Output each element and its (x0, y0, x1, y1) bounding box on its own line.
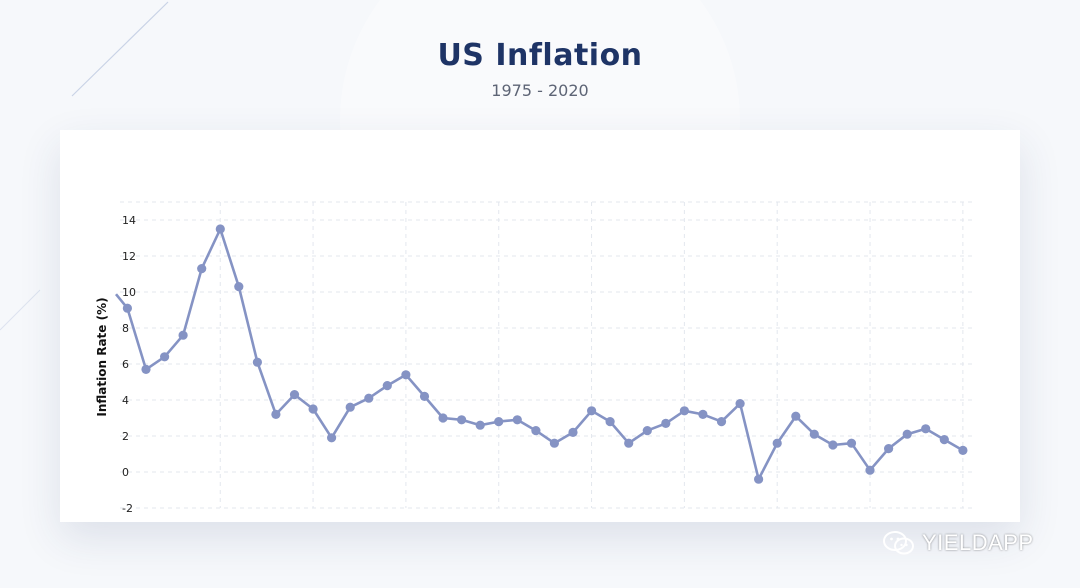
data-point (679, 406, 690, 416)
data-point (215, 224, 225, 234)
data-point (419, 391, 430, 401)
data-point (791, 411, 801, 421)
data-point (828, 440, 838, 450)
data-point (902, 429, 912, 439)
line-chart: -2 0 2 4 6 8 10 12 14 Inflation Rate (%) (95, 201, 974, 515)
data-point (160, 352, 170, 362)
chart-header: US Inflation 1975 - 2020 (0, 38, 1080, 100)
data-point (252, 357, 262, 367)
data-point (308, 404, 318, 414)
data-point (716, 417, 727, 427)
data-point (457, 415, 467, 425)
data-point (289, 390, 300, 400)
y-tick-label: 14 (122, 214, 136, 227)
data-point (512, 415, 522, 425)
data-point (846, 438, 857, 448)
data-point (735, 399, 745, 409)
data-point (939, 435, 949, 445)
data-point (382, 381, 392, 391)
data-point (327, 433, 337, 443)
data-point (234, 282, 244, 292)
y-tick-label: 10 (122, 286, 136, 299)
data-point (364, 393, 374, 403)
data-point (642, 426, 652, 436)
data-point (345, 402, 355, 412)
data-point (141, 364, 151, 374)
data-point (568, 427, 578, 437)
y-tick-label: 2 (122, 430, 129, 443)
data-point (494, 417, 504, 427)
data-point (958, 445, 968, 455)
data-point (549, 438, 559, 448)
data-point (178, 330, 188, 340)
data-point (624, 438, 634, 448)
wechat-icon (883, 531, 914, 555)
chart-card: -2 0 2 4 6 8 10 12 14 Inflation Rate (%) (60, 130, 1020, 522)
data-point (122, 303, 132, 313)
data-point (772, 438, 782, 448)
data-point (401, 370, 411, 380)
data-point (475, 420, 485, 430)
watermark-text: YIELDAPP (922, 530, 1034, 555)
y-tick-label: 12 (122, 250, 136, 263)
data-point (197, 264, 207, 274)
data-point (531, 426, 541, 436)
data-point (698, 409, 708, 419)
y-axis-label: Inflation Rate (%) (95, 297, 109, 416)
y-tick-label: 0 (122, 466, 129, 479)
series (114, 224, 968, 484)
data-point (271, 409, 281, 419)
y-tick-label: 4 (122, 394, 129, 407)
watermark: YIELDAPP (882, 530, 1034, 556)
chart-title: US Inflation (437, 38, 643, 73)
y-tick-label: -2 (122, 502, 133, 515)
data-point (605, 417, 615, 427)
grid (120, 201, 974, 509)
y-tick-label: 8 (122, 322, 129, 335)
data-point (865, 465, 875, 475)
chart-subtitle: 1975 - 2020 (491, 81, 589, 100)
data-point (809, 429, 819, 439)
y-tick-label: 6 (122, 358, 129, 371)
data-point (587, 406, 597, 416)
data-point (661, 418, 671, 428)
data-point (884, 444, 894, 454)
y-axis-ticks: -2 0 2 4 6 8 10 12 14 (122, 214, 136, 515)
data-point (921, 424, 931, 434)
data-point (754, 474, 764, 484)
data-point (438, 413, 448, 423)
